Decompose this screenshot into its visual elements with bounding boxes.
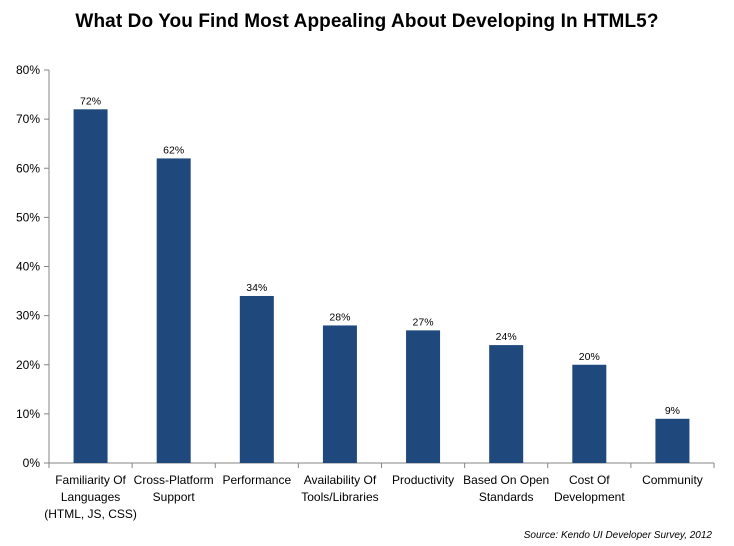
data-label-7: 9% — [665, 405, 680, 417]
y-tick-label-0: 0% — [23, 456, 41, 470]
bar-3 — [322, 325, 357, 463]
category-label-0-2: (HTML, JS, CSS) — [44, 507, 137, 521]
category-label-5-0: Based On Open — [463, 473, 549, 487]
y-tick-label-1: 10% — [16, 407, 40, 421]
data-label-0: 72% — [80, 95, 101, 107]
category-label-5-1: Standards — [479, 490, 534, 504]
y-tick-label-6: 60% — [16, 161, 40, 175]
chart-source-note: Source: Kendo UI Developer Survey, 2012 — [523, 530, 712, 541]
bar-7 — [655, 418, 690, 463]
data-label-4: 27% — [413, 316, 434, 328]
category-label-3-1: Tools/Libraries — [301, 490, 378, 504]
bar-0 — [73, 109, 108, 464]
category-label-1-1: Support — [153, 490, 196, 504]
category-label-6-1: Development — [554, 490, 625, 504]
y-tick-label-2: 20% — [16, 358, 40, 372]
data-label-1: 62% — [163, 144, 184, 156]
data-label-6: 20% — [579, 351, 600, 363]
bar-4 — [406, 330, 441, 463]
category-label-0-1: Languages — [61, 490, 120, 504]
chart-title: What Do You Find Most Appealing About De… — [75, 11, 659, 32]
y-tick-label-5: 50% — [16, 210, 40, 224]
data-label-5: 24% — [496, 331, 517, 343]
category-label-1-0: Cross-Platform — [134, 473, 214, 487]
y-tick-label-8: 80% — [16, 63, 40, 77]
category-label-2-0: Performance — [222, 473, 291, 487]
bar-2 — [239, 295, 274, 463]
category-label-0-0: Familiarity Of — [55, 473, 126, 487]
bar-6 — [572, 364, 607, 463]
y-tick-label-7: 70% — [16, 112, 40, 126]
y-tick-label-4: 40% — [16, 260, 40, 274]
category-label-6-0: Cost Of — [569, 473, 610, 487]
data-label-2: 34% — [246, 282, 267, 294]
category-label-3-0: Availability Of — [304, 473, 377, 487]
data-label-3: 28% — [329, 311, 350, 323]
category-label-4-0: Productivity — [392, 473, 454, 487]
y-tick-label-3: 30% — [16, 309, 40, 323]
bar-5 — [489, 345, 524, 463]
category-label-7-0: Community — [642, 473, 703, 487]
bar-1 — [156, 158, 191, 464]
